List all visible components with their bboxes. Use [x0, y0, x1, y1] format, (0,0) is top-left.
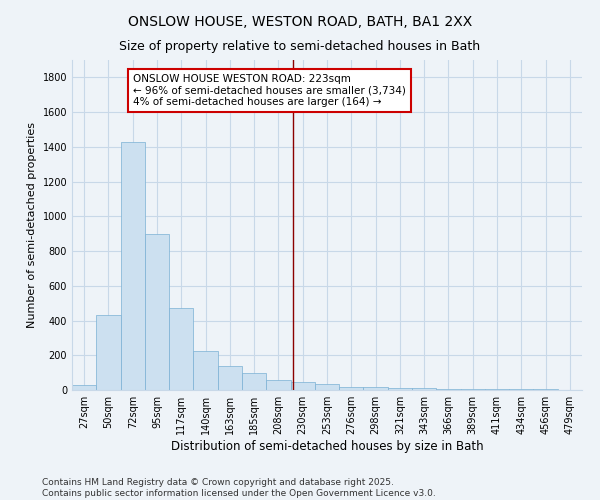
Bar — [388, 388, 412, 390]
Bar — [169, 308, 193, 390]
Bar — [242, 372, 266, 390]
Bar — [485, 389, 509, 390]
Text: Size of property relative to semi-detached houses in Bath: Size of property relative to semi-detach… — [119, 40, 481, 53]
Bar — [96, 316, 121, 390]
Bar — [121, 142, 145, 390]
Bar — [145, 234, 169, 390]
Bar — [266, 380, 290, 390]
Text: ONSLOW HOUSE WESTON ROAD: 223sqm
← 96% of semi-detached houses are smaller (3,73: ONSLOW HOUSE WESTON ROAD: 223sqm ← 96% o… — [133, 74, 406, 107]
Bar — [315, 384, 339, 390]
Text: Contains HM Land Registry data © Crown copyright and database right 2025.
Contai: Contains HM Land Registry data © Crown c… — [42, 478, 436, 498]
Bar — [509, 389, 533, 390]
Bar — [218, 366, 242, 390]
Bar — [412, 388, 436, 390]
Y-axis label: Number of semi-detached properties: Number of semi-detached properties — [27, 122, 37, 328]
Bar — [193, 351, 218, 390]
X-axis label: Distribution of semi-detached houses by size in Bath: Distribution of semi-detached houses by … — [170, 440, 484, 453]
Bar — [364, 388, 388, 390]
Bar — [436, 388, 461, 390]
Text: ONSLOW HOUSE, WESTON ROAD, BATH, BA1 2XX: ONSLOW HOUSE, WESTON ROAD, BATH, BA1 2XX — [128, 15, 472, 29]
Bar — [290, 382, 315, 390]
Bar — [461, 389, 485, 390]
Bar — [72, 385, 96, 390]
Bar — [339, 386, 364, 390]
